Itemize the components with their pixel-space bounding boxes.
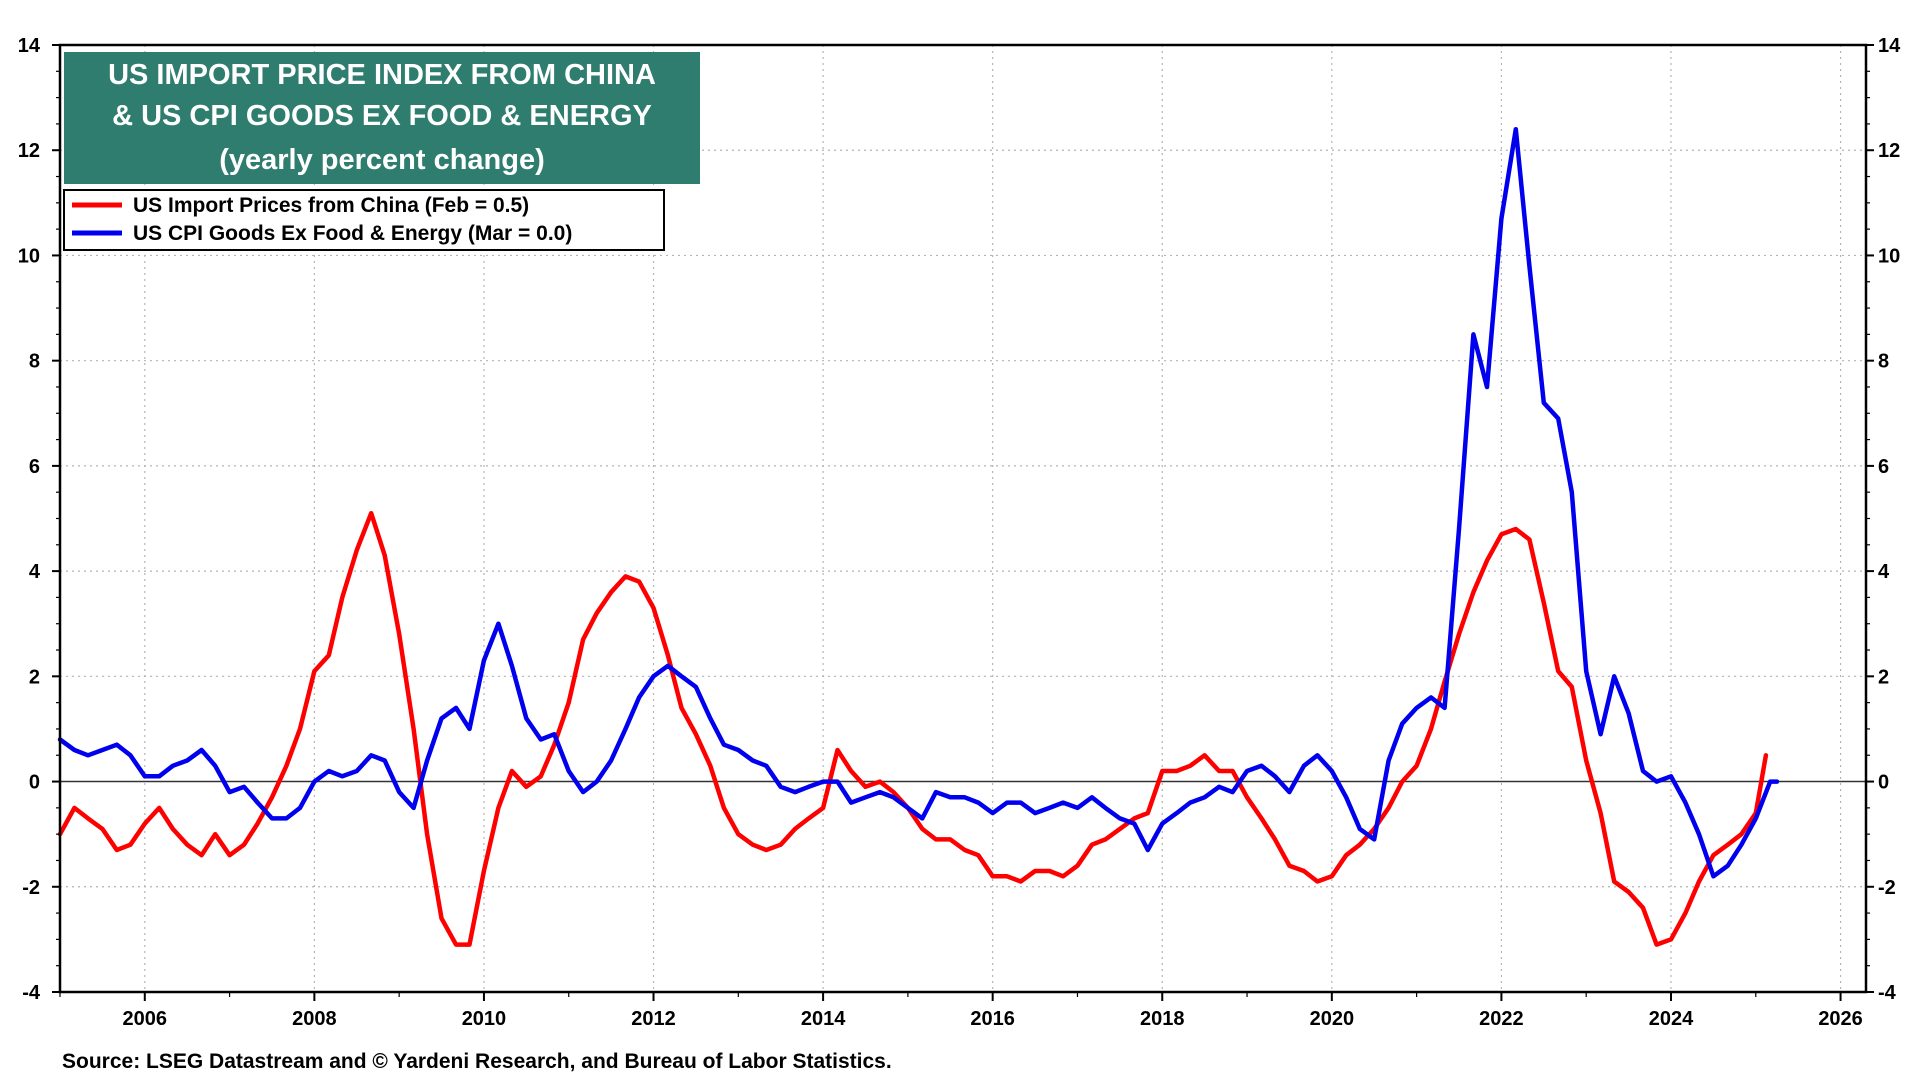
y-tick-label-left: 8 xyxy=(29,351,40,373)
y-tick-label-right: -2 xyxy=(1878,877,1896,899)
x-tick-label: 2016 xyxy=(970,1008,1015,1030)
x-tick-label: 2010 xyxy=(462,1008,507,1030)
y-tick-label-left: 14 xyxy=(18,35,41,57)
chart-title-line-2: & US CPI GOODS EX FOOD & ENERGY xyxy=(112,100,652,132)
y-tick-label-left: 6 xyxy=(29,456,40,478)
chart-subtitle: (yearly percent change) xyxy=(219,144,545,176)
x-tick-label: 2006 xyxy=(123,1008,168,1030)
y-tick-label-left: 10 xyxy=(18,245,40,267)
y-tick-label-right: 10 xyxy=(1878,245,1900,267)
y-tick-label-left: 2 xyxy=(29,666,40,688)
y-tick-label-right: 12 xyxy=(1878,140,1900,162)
series-line-cpi-goods xyxy=(57,126,1780,879)
title-background xyxy=(64,52,700,184)
x-tick-label: 2008 xyxy=(292,1008,337,1030)
x-tick-label: 2020 xyxy=(1310,1008,1355,1030)
axis-ticks: -4 -4 -2 -2 0 0 2 2 4 4 6 6 8 8 10 10 12 12 14 14 2006 2008 20… xyxy=(18,35,1901,1030)
x-tick-label: 2024 xyxy=(1649,1008,1694,1030)
legend: US Import Prices from China (Feb = 0.5) … xyxy=(63,189,665,251)
y-tick-label-left: -4 xyxy=(22,982,41,1004)
series-lines xyxy=(57,126,1780,947)
y-tick-label-left: 4 xyxy=(29,561,41,583)
title-box: US IMPORT PRICE INDEX FROM CHINA & US CP… xyxy=(64,52,700,184)
y-tick-label-right: 2 xyxy=(1878,666,1889,688)
legend-label-import-prices: US Import Prices from China (Feb = 0.5) xyxy=(133,194,529,217)
x-tick-label: 2012 xyxy=(631,1008,676,1030)
y-tick-label-left: -2 xyxy=(22,877,40,899)
y-tick-label-right: 14 xyxy=(1878,35,1901,57)
x-tick-label: 2014 xyxy=(801,1008,846,1030)
y-tick-label-right: 4 xyxy=(1878,561,1890,583)
series-line-import-prices xyxy=(57,510,1769,947)
y-tick-label-left: 12 xyxy=(18,140,40,162)
chart-title-line-1: US IMPORT PRICE INDEX FROM CHINA xyxy=(108,59,656,91)
y-tick-label-left: 0 xyxy=(29,772,40,794)
legend-box xyxy=(63,189,665,251)
source-note: Source: LSEG Datastream and © Yardeni Re… xyxy=(62,1050,892,1073)
x-tick-label: 2022 xyxy=(1479,1008,1524,1030)
y-tick-label-right: 6 xyxy=(1878,456,1889,478)
x-tick-label: 2026 xyxy=(1818,1008,1863,1030)
legend-label-cpi-goods: US CPI Goods Ex Food & Energy (Mar = 0.0… xyxy=(133,222,572,245)
x-tick-label: 2018 xyxy=(1140,1008,1185,1030)
y-tick-label-right: -4 xyxy=(1878,982,1897,1004)
y-tick-label-right: 8 xyxy=(1878,351,1889,373)
y-tick-label-right: 0 xyxy=(1878,772,1889,794)
